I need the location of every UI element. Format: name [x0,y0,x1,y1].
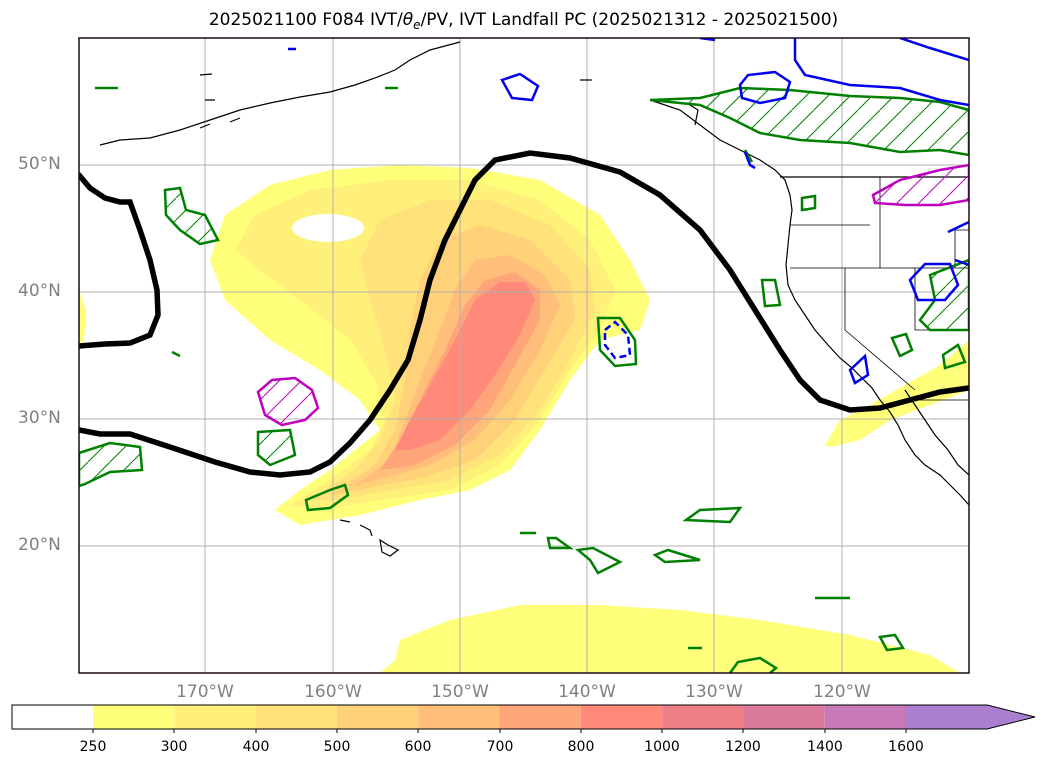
pv-blue-contours [288,38,969,385]
colorbar-outline [11,704,1036,730]
colorbar-bin [580,705,663,729]
pv-green-small-11 [728,656,779,673]
colorbar-label-700: 700 [486,739,514,755]
state-borders [790,177,969,401]
ivt-coast-band [825,340,969,447]
colorbar-bin [499,705,581,729]
pv-green-small-3 [890,332,914,358]
alaska-coast [99,41,461,146]
pv-green-contours [79,86,969,673]
colorbar [11,704,1036,733]
lat-label-40n: 40°N [18,281,61,301]
pv-magenta-contours [256,163,969,427]
colorbar-label-1600: 1600 [888,739,924,755]
pv-blue-ak-gulf [500,72,540,102]
colorbar-label-800: 800 [567,739,595,755]
lon-label-120w: 120°W [813,682,871,702]
lat-label-30n: 30°N [18,408,61,428]
theta-e-contour [79,150,969,478]
theta-e-west-loop [79,172,161,349]
colorbar-bin [93,705,175,729]
pv-magenta-west [256,376,320,427]
pv-blue-top-right-2 [899,38,969,62]
gridlines [79,38,969,673]
bc-coast [649,99,793,226]
pv-magenta-east [871,163,969,207]
ivt-west-edge [79,290,86,350]
colorbar-bin [418,705,500,729]
pv-green-mid [596,316,638,368]
lon-label-130w: 130°W [685,682,743,702]
pv-green-small-13 [800,194,817,212]
ivt-subtropical-band [380,605,960,673]
pv-green-small-10 [878,633,906,652]
ivt-800-contour [395,282,535,450]
pv-green-small-5 [575,546,623,575]
pv-blue-nv [908,262,960,302]
map-area [79,38,969,673]
pv-blue-small [848,353,870,385]
lat-label-20n: 20°N [18,535,61,555]
lon-label-140w: 140°W [558,682,616,702]
pv-green-small-6 [652,548,701,564]
pv-green-west-box [163,186,220,246]
colorbar-bin [743,705,825,729]
pv-blue-top-right [793,38,969,107]
map-frame [78,37,970,674]
ivt-hole [292,214,364,242]
colorbar-label-1000: 1000 [644,739,680,755]
pv-green-small-14 [95,86,754,358]
pv-green-hawaii [304,483,350,512]
pv-green-small-7 [546,536,574,550]
colorbar-bin [662,705,744,729]
pv-green-small-15 [941,343,967,370]
pv-blue-canada [738,70,792,105]
pv-green-small-2 [760,278,782,308]
baja-east-coast [904,389,969,476]
pv-blue-right-edge [947,220,969,267]
colorbar-bin [824,705,906,729]
us-west-coast [785,224,969,506]
colorbar-label-600: 600 [404,739,432,755]
colorbar-label-1200: 1200 [725,739,761,755]
pv-green-canada [649,86,969,157]
pv-green-small-4 [682,506,743,524]
alaska-islands [199,73,699,126]
colorbar-bin [255,705,337,729]
colorbar-bin [336,705,419,729]
colorbar-label-1400: 1400 [807,739,843,755]
hawaii-islands [339,519,400,557]
colorbar-label-400: 400 [242,739,270,755]
colorbar-extend-arrow [906,705,1035,729]
pv-green-sw [79,441,144,488]
map-title: 2025021100 F084 IVT/θe/PV, IVT Landfall … [208,10,839,33]
colorbar-bin [174,705,256,729]
lat-label-50n: 50°N [18,154,61,174]
colorbar-label-250: 250 [79,739,107,755]
colorbar-label-300: 300 [160,739,188,755]
lon-label-170w: 170°W [176,682,234,702]
colorbar-label-500: 500 [323,739,351,755]
pv-blue-dashed [603,320,632,360]
pv-green-small-1 [256,428,297,467]
pv-blue-canada-small [743,151,756,170]
lon-label-150w: 150°W [431,682,489,702]
colorbar-bin-under [12,705,93,729]
lon-label-160w: 160°W [304,682,362,702]
theta-e-main-wave [79,150,969,478]
